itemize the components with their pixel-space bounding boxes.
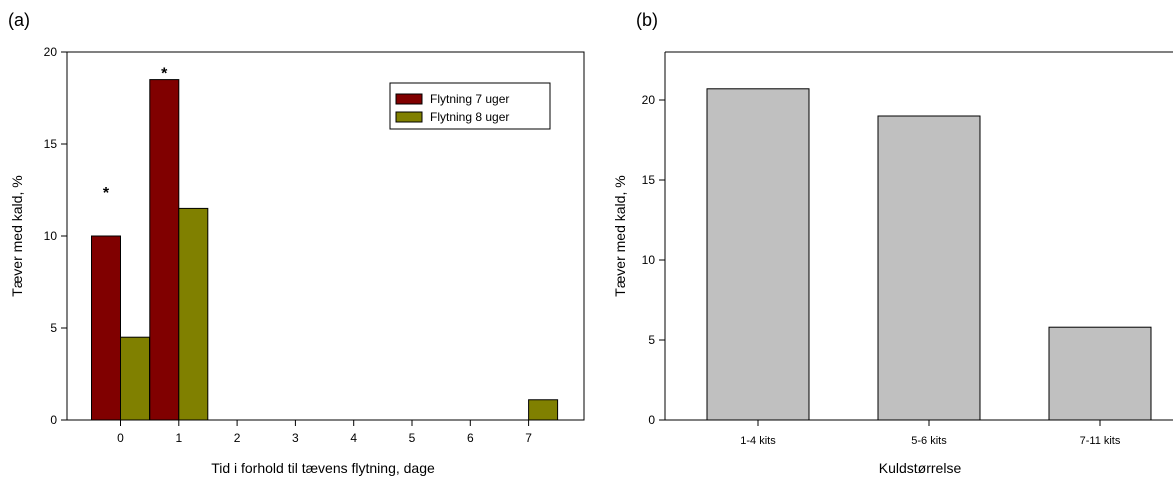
panel-a: (a) Tæver med kald, % Tid i forhold til … [8,10,585,476]
bar-flytning-8-uger-7 [528,399,559,421]
panel-b-x-axis-title: Kuldstørrelse [879,460,962,476]
y-tick-label-15: 15 [44,137,58,151]
x-tick-label-1: 1 [175,431,182,445]
y-tick-label-10: 10 [44,229,58,243]
bar-1-4-kits [706,88,810,421]
y-tick-label-20: 20 [642,93,656,107]
panel-a-legend: Flytning 7 uger Flytning 8 uger [389,82,551,130]
significance-marker-2: * [161,65,168,82]
panel-b-y-axis-title: Tæver med kald, % [612,175,628,296]
panel-b: (b) Tæver med kald, % Kuldstørrelse 0 5 10… [612,10,1173,476]
significance-marker-1: * [103,185,110,202]
y-tick-label-0: 0 [50,413,57,427]
legend-swatch-series-1 [395,93,423,105]
panel-a-x-axis-title: Tid i forhold til tævens flytning, dage [211,460,435,476]
y-tick-label-0: 0 [648,413,655,427]
bar-flytning-7-uger-0 [91,235,121,421]
x-tick-label-5-6-kits: 5-6 kits [911,435,947,447]
x-tick-label-7-11-kits: 7-11 kits [1080,435,1121,447]
legend-swatch-series-2 [395,111,423,123]
bar-flytning-8-uger-1 [178,207,209,421]
bar-flytning-8-uger-0 [120,336,150,421]
panel-a-label: (a) [8,10,30,30]
y-tick-label-10: 10 [642,253,656,267]
x-tick-label-7: 7 [525,431,532,445]
bar-7-11-kits [1048,326,1152,421]
bar-flytning-7-uger-1 [149,79,180,421]
panel-a-plot-area: 0 5 10 15 20 0 1 2 3 4 5 6 7 * * [44,45,585,445]
legend-label-series-1: Flytning 7 uger [430,92,509,106]
x-tick-label-2: 2 [234,431,241,445]
x-tick-label-3: 3 [292,431,299,445]
bar-5-6-kits [877,115,981,421]
legend-label-series-2: Flytning 8 uger [430,110,509,124]
x-tick-label-1-4-kits: 1-4 kits [740,435,776,447]
x-tick-label-0: 0 [117,431,124,445]
x-tick-label-6: 6 [467,431,474,445]
panel-b-label: (b) [636,10,658,30]
y-tick-label-15: 15 [642,173,656,187]
y-tick-label-20: 20 [44,45,58,59]
panel-b-plot-area: 0 5 10 15 20 1-4 kits 5-6 kits 7-11 kits [642,51,1173,447]
x-tick-label-4: 4 [350,431,357,445]
panel-a-y-axis-title: Tæver med kald, % [9,175,25,296]
y-tick-label-5: 5 [648,333,655,347]
y-tick-label-5: 5 [50,321,57,335]
x-tick-label-5: 5 [409,431,416,445]
